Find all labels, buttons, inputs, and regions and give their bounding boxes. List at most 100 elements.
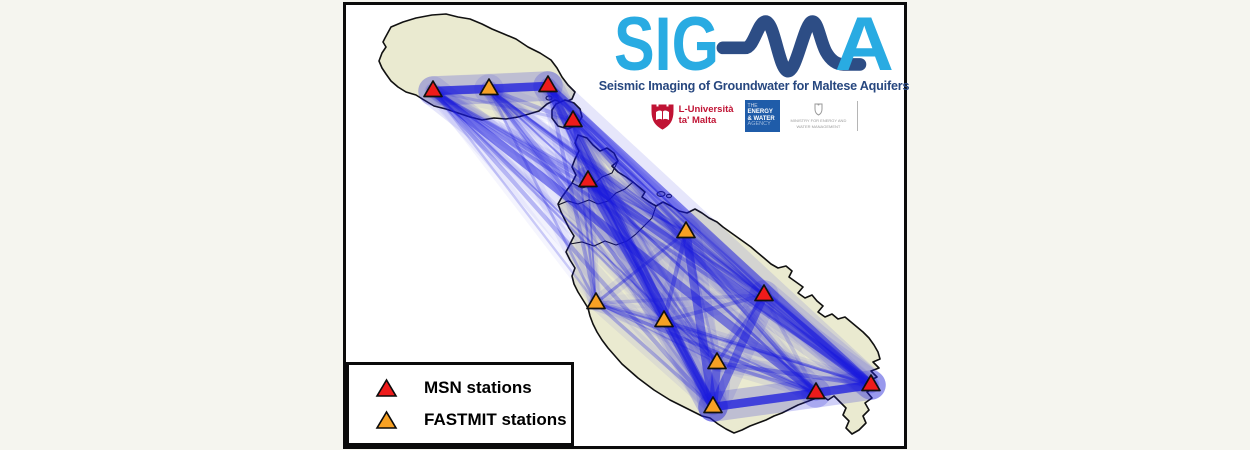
ray-path	[663, 320, 718, 364]
ray-path	[591, 298, 722, 368]
ray-path	[571, 119, 598, 305]
fastmit-station-marker	[479, 78, 499, 96]
ray-path	[427, 85, 692, 238]
legend-label-fastmit: FASTMIT stations	[424, 410, 567, 429]
sigma-tagline: Seismic Imaging of Groundwater for Malte…	[598, 79, 910, 93]
ewa-line4: AGENCY	[747, 121, 771, 128]
university-of-malta-logo: L-Università ta' Malta	[650, 102, 734, 131]
ray-path	[570, 118, 591, 184]
ray-path	[487, 87, 715, 409]
legend-label-msn: MSN stations	[424, 378, 532, 397]
ray-path	[487, 87, 766, 297]
ray-path	[430, 88, 716, 410]
msn-station-marker	[754, 284, 774, 302]
ray-path	[587, 180, 597, 304]
ray-path	[487, 87, 818, 395]
ewa-line1: THE	[747, 102, 758, 109]
map-canvas	[378, 13, 886, 435]
ray-path	[431, 89, 575, 123]
fastmit-station-marker	[586, 292, 606, 310]
fastmit-triangle-icon	[375, 410, 398, 429]
ray-path	[486, 86, 720, 366]
uom-crest-icon	[651, 104, 674, 130]
ministry-line2: WATER MANAGEMENT	[796, 123, 841, 129]
msn-station-marker	[578, 170, 598, 188]
fastmit-station-marker	[676, 221, 696, 239]
fastmit-station-marker	[703, 396, 723, 414]
seismic-ray-paths	[418, 71, 886, 422]
legend-row-fastmit: FASTMIT stations	[375, 410, 571, 430]
station-markers	[423, 75, 881, 414]
ray-path	[571, 119, 719, 365]
energy-water-agency-logo: THE ENERGY & WATER AGENCY	[744, 100, 780, 132]
ministry-logo: MINISTRY FOR ENERGY AND WATER MANAGEMENT	[791, 103, 847, 129]
fastmit-station-marker	[654, 310, 674, 328]
ray-path	[593, 300, 667, 324]
ewa-line2: ENERGY	[747, 109, 773, 116]
msn-station-marker	[538, 75, 558, 93]
ray-path	[663, 320, 714, 408]
ray-path	[595, 302, 872, 386]
ray-path	[594, 301, 715, 409]
fastmit-station-marker	[707, 352, 727, 370]
ray-path	[591, 298, 876, 390]
ewa-line3: & WATER	[747, 115, 775, 122]
msn-station-marker	[806, 382, 826, 400]
ray-path	[684, 230, 766, 297]
ray-path	[487, 87, 598, 305]
map-legend: MSN stations FASTMIT stations	[346, 362, 574, 446]
ministry-line1: MINISTRY FOR ENERGY AND	[790, 118, 847, 124]
ray-path	[661, 229, 689, 324]
msn-station-marker	[563, 110, 583, 128]
malta-stations-map: SIG A Seismic Imaging of Groundwater for…	[343, 2, 910, 449]
ray-path	[662, 319, 873, 387]
sigma-wordmark: SIG A	[614, 8, 894, 78]
ray-path	[487, 87, 666, 323]
ray-path	[424, 82, 722, 416]
ray-path	[678, 224, 772, 303]
ray-path	[587, 294, 673, 330]
ray-path	[427, 85, 670, 327]
ray-path	[583, 176, 718, 412]
ray-path	[715, 361, 818, 395]
ray-path	[583, 176, 601, 308]
ray-path	[714, 360, 874, 388]
ray-path	[483, 83, 822, 399]
ray-path	[488, 88, 589, 182]
ray-path	[564, 112, 695, 241]
ray-path	[431, 89, 666, 323]
seismic-wave-icon	[716, 15, 867, 78]
ray-path	[545, 83, 819, 396]
msn-station-marker	[423, 80, 443, 98]
ray-path	[484, 81, 553, 94]
ray-path	[759, 290, 876, 390]
ray-path	[595, 302, 718, 364]
ray-path	[484, 84, 593, 186]
ray-path	[570, 118, 689, 235]
ray-path	[762, 293, 818, 395]
ministry-name: MINISTRY FOR ENERGY AND WATER MANAGEMENT	[791, 118, 847, 128]
ray-path	[681, 227, 718, 412]
msn-triangle-icon	[375, 378, 398, 397]
logo-divider	[857, 101, 859, 131]
wordmark-sig-text: SIG	[614, 8, 719, 78]
ray-path	[594, 230, 688, 305]
ray-path	[427, 85, 602, 309]
ray-path	[588, 295, 721, 415]
ray-path	[540, 78, 604, 311]
ray-path	[586, 179, 818, 395]
ray-path	[426, 84, 580, 128]
ray-path	[431, 89, 688, 234]
ray-path	[662, 293, 766, 323]
ray-path	[583, 176, 876, 390]
uom-name: L-Università ta' Malta	[679, 104, 734, 127]
ray-path	[811, 380, 876, 398]
ray-path	[594, 301, 818, 395]
partner-logos: L-Università ta' Malta THE ENERGY & WATE…	[650, 100, 859, 132]
legend-row-msn: MSN stations	[375, 378, 571, 398]
wordmark-a-text: A	[835, 8, 894, 78]
ray-path	[684, 230, 818, 395]
ray-path	[539, 77, 825, 402]
msn-station-marker	[861, 374, 881, 392]
ray-path	[567, 115, 770, 301]
